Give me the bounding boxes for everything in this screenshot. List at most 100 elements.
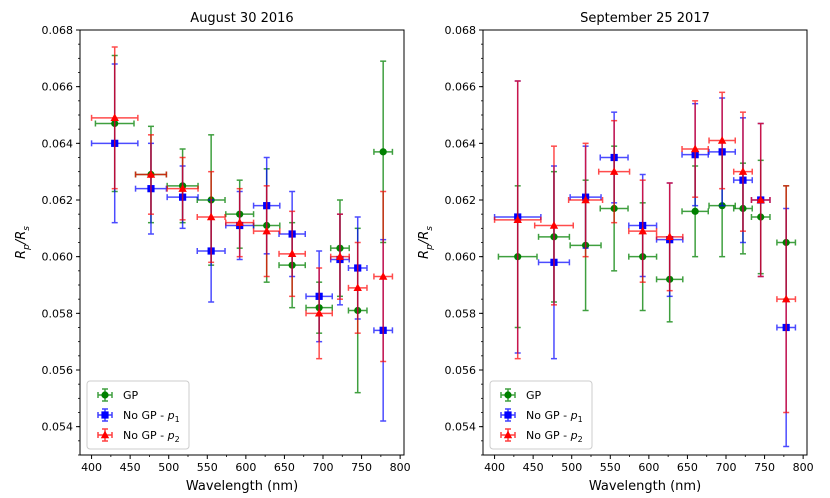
legend-p: p [167, 429, 175, 442]
y-tick-label: 0.056 [445, 364, 477, 377]
data-point [262, 226, 271, 235]
data-point [665, 232, 674, 241]
y-axis-label: Rp/Rs [14, 226, 32, 259]
legend-name: No GP - [123, 409, 168, 422]
plot-frame [482, 29, 808, 456]
x-tick-label: 400 [81, 461, 102, 474]
data-point [146, 170, 156, 178]
x-tick-label: 700 [716, 461, 737, 474]
legend-name: GP [123, 389, 139, 402]
y-tick-label: 0.068 [445, 24, 477, 37]
x-tick-label: 750 [351, 461, 372, 474]
ticks: 400 450 500 550 600 650 700 750 800 0.054 0.056 0.0… [42, 24, 411, 474]
data-point [781, 294, 791, 303]
x-tick-label: 500 [158, 461, 179, 474]
data-point [235, 218, 244, 226]
legend-label: GP [123, 389, 139, 402]
x-tick-label: 500 [561, 461, 582, 474]
y-label-mid: /R [417, 231, 432, 245]
ticks: 400 450 500 550 600 650 700 750 800 0.054 0.056 0.0… [445, 24, 814, 474]
data-point [353, 283, 362, 292]
y-tick-label: 0.062 [42, 194, 74, 207]
data-point [314, 308, 324, 317]
y-label-sub: s [425, 226, 435, 231]
y-tick-label: 0.056 [42, 364, 74, 377]
y-tick-label: 0.064 [42, 137, 74, 150]
legend-marker [101, 391, 109, 399]
legend-sub: 2 [578, 435, 583, 444]
legend-sub: 1 [578, 415, 583, 424]
legend-label: No GP - p2 [526, 429, 583, 444]
x-tick-label: 600 [638, 461, 659, 474]
series-1 [94, 54, 394, 394]
legend-marker [503, 430, 513, 439]
data-point [717, 136, 727, 144]
legend-marker [101, 411, 109, 419]
y-label-sub: p [22, 244, 32, 251]
data-point [378, 272, 388, 280]
data-point [513, 215, 522, 224]
x-tick-label: 400 [484, 461, 505, 474]
legend-name: GP [526, 389, 542, 402]
x-tick-label: 450 [120, 461, 141, 474]
legend-p: p [570, 429, 578, 442]
x-tick-label: 550 [197, 461, 218, 474]
x-axis-label: Wavelength (nm) [589, 479, 701, 494]
y-tick-label: 0.054 [42, 421, 74, 434]
plot-frame [79, 29, 405, 456]
y-tick-label: 0.054 [445, 421, 477, 434]
legend-marker [504, 411, 512, 419]
data-point [738, 167, 748, 175]
data-point [609, 167, 619, 175]
y-tick-label: 0.064 [445, 137, 477, 150]
x-tick-label: 450 [523, 461, 544, 474]
legend-marker [504, 391, 512, 399]
y-tick-label: 0.068 [42, 24, 74, 37]
series-3 [493, 80, 797, 414]
x-tick-label: 750 [754, 461, 775, 474]
data-point [178, 184, 187, 192]
data-point [581, 195, 590, 204]
data-point [691, 207, 699, 215]
y-tick-label: 0.066 [42, 81, 74, 94]
data-point [110, 113, 119, 122]
series-3 [90, 46, 394, 363]
y-tick-label: 0.062 [445, 194, 477, 207]
x-tick-label: 600 [235, 461, 256, 474]
y-tick-label: 0.058 [42, 307, 74, 320]
legend-label: GP [526, 389, 542, 402]
legend-sub: 2 [175, 435, 180, 444]
y-axis-label: Rp/Rs [417, 226, 435, 259]
data-point [756, 195, 765, 204]
legend-marker [100, 430, 110, 439]
legend-label: No GP - p2 [123, 429, 180, 444]
x-tick-label: 800 [793, 461, 814, 474]
chart-panel-september-2017: September 25 2017 400 450 500 550 600 650 700 75… [417, 11, 814, 494]
data-layer [90, 46, 394, 422]
y-tick-label: 0.060 [42, 251, 74, 264]
legend-label: No GP - p1 [123, 409, 180, 424]
legend-name: No GP - [526, 429, 571, 442]
x-tick-label: 550 [600, 461, 621, 474]
legend-p: p [570, 409, 578, 422]
legend-sub: 1 [175, 415, 180, 424]
data-point [690, 144, 700, 153]
chart-title: September 25 2017 [580, 11, 710, 26]
chart-title: August 30 2016 [190, 11, 293, 26]
legend-p: p [167, 409, 175, 422]
series-1 [497, 145, 797, 329]
legend-name: No GP - [526, 409, 571, 422]
data-point [287, 249, 297, 258]
x-tick-label: 800 [390, 461, 411, 474]
y-label-main: R [417, 250, 432, 259]
x-tick-label: 650 [274, 461, 295, 474]
y-tick-label: 0.066 [445, 81, 477, 94]
y-label-mid: /R [14, 231, 29, 245]
legend-label: No GP - p1 [526, 409, 583, 424]
y-label-main: R [14, 250, 29, 259]
data-point [379, 148, 387, 156]
x-axis-label: Wavelength (nm) [186, 479, 298, 494]
